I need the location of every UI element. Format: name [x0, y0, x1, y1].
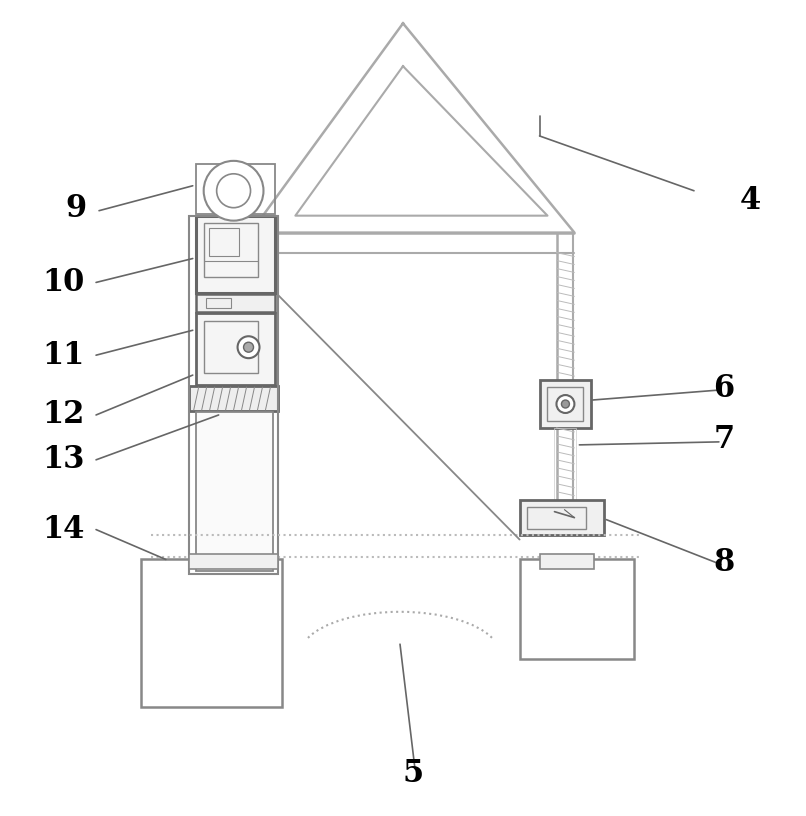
Bar [189, 386, 278, 411]
Bar [520, 560, 634, 659]
Bar [209, 228, 239, 255]
Bar [196, 295, 276, 313]
Bar [204, 322, 259, 373]
Circle shape [562, 400, 569, 408]
Text: 12: 12 [42, 400, 85, 431]
Bar [539, 380, 592, 428]
Text: 6: 6 [713, 373, 734, 404]
Bar [520, 499, 604, 534]
Text: 13: 13 [42, 445, 85, 476]
Circle shape [243, 342, 254, 353]
Bar [196, 412, 273, 571]
Bar [206, 299, 231, 308]
Text: 14: 14 [42, 514, 85, 545]
Bar [189, 215, 278, 574]
Circle shape [238, 336, 260, 358]
Circle shape [204, 161, 264, 220]
Text: 4: 4 [740, 185, 762, 216]
Bar [196, 164, 276, 214]
Bar [204, 223, 259, 277]
Bar [196, 313, 276, 385]
Bar [526, 507, 587, 529]
Text: 5: 5 [402, 758, 423, 789]
Text: 11: 11 [42, 339, 85, 370]
Bar [555, 428, 576, 499]
Circle shape [217, 174, 251, 208]
Circle shape [556, 395, 575, 413]
Bar [141, 560, 282, 707]
Bar [539, 555, 594, 570]
Text: 7: 7 [713, 424, 734, 455]
Text: 8: 8 [713, 547, 734, 578]
Text: 10: 10 [42, 267, 85, 298]
Bar [196, 215, 276, 294]
Text: 9: 9 [65, 193, 87, 224]
Bar [546, 387, 584, 421]
Bar [189, 555, 278, 570]
